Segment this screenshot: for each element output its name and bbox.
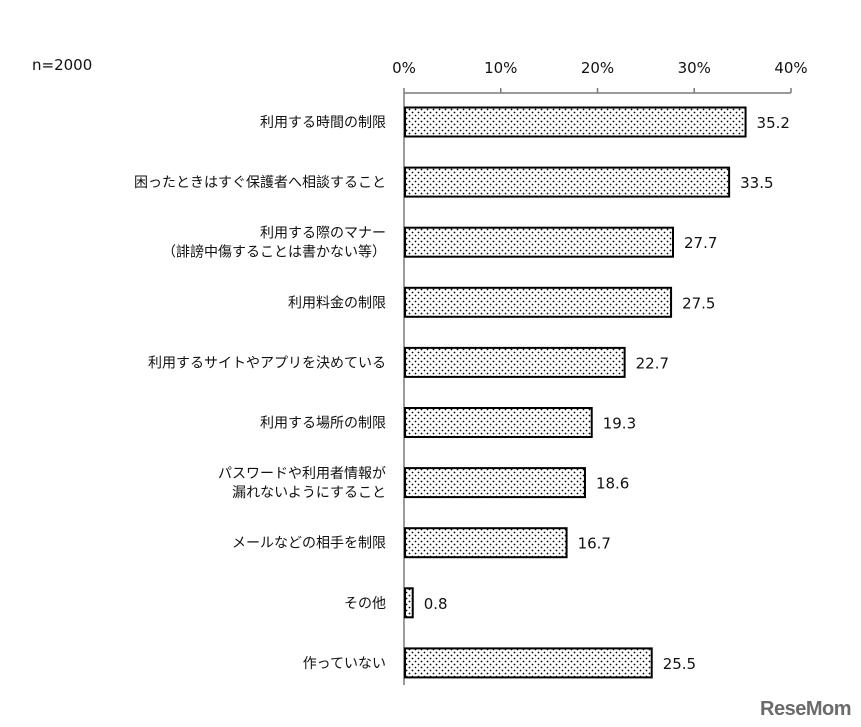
category-label: 困ったときはすぐ保護者へ相談すること [134,175,386,191]
bar [404,467,586,499]
x-tick-label: 20% [581,59,614,77]
category-label: 利用する際のマナー [260,226,386,242]
data-label: 22.7 [636,354,669,372]
data-label: 35.2 [757,114,790,132]
data-label: 16.7 [578,535,611,553]
bar [404,226,674,258]
x-tick-label: 0% [392,59,416,77]
category-label: パスワードや利用者情報が [218,466,386,482]
data-label: 27.7 [684,234,717,252]
resemom-logo: ReseMom [760,698,851,720]
bar [404,527,568,559]
bar [404,407,593,438]
category-label: その他 [344,596,386,612]
data-label: 27.5 [682,294,715,312]
category-label: 漏れないようにすること [232,485,386,501]
data-label: 18.6 [596,475,629,493]
bar [404,106,747,138]
bar [404,587,414,619]
category-label: （誹謗中傷することは書かない等） [162,244,386,261]
data-label: 25.5 [663,655,696,673]
x-tick-label: 30% [678,59,711,77]
bar [404,647,653,679]
data-label: 0.8 [424,595,448,613]
category-label: 利用する時間の制限 [260,115,386,131]
bar [404,346,626,378]
x-tick-label: 40% [774,59,807,77]
category-label: メールなどの相手を制限 [232,536,386,552]
category-label: 利用するサイトやアプリを決めている [148,355,386,371]
x-tick-label: 10% [484,59,517,77]
sample-size-label: n=2000 [32,56,93,74]
bar [404,166,731,198]
bar [404,286,673,318]
data-label: 33.5 [740,174,773,192]
category-label: 作っていない [303,656,386,672]
data-label: 19.3 [603,415,636,433]
category-label: 利用料金の制限 [288,295,386,311]
category-label: 利用する場所の制限 [260,416,386,432]
